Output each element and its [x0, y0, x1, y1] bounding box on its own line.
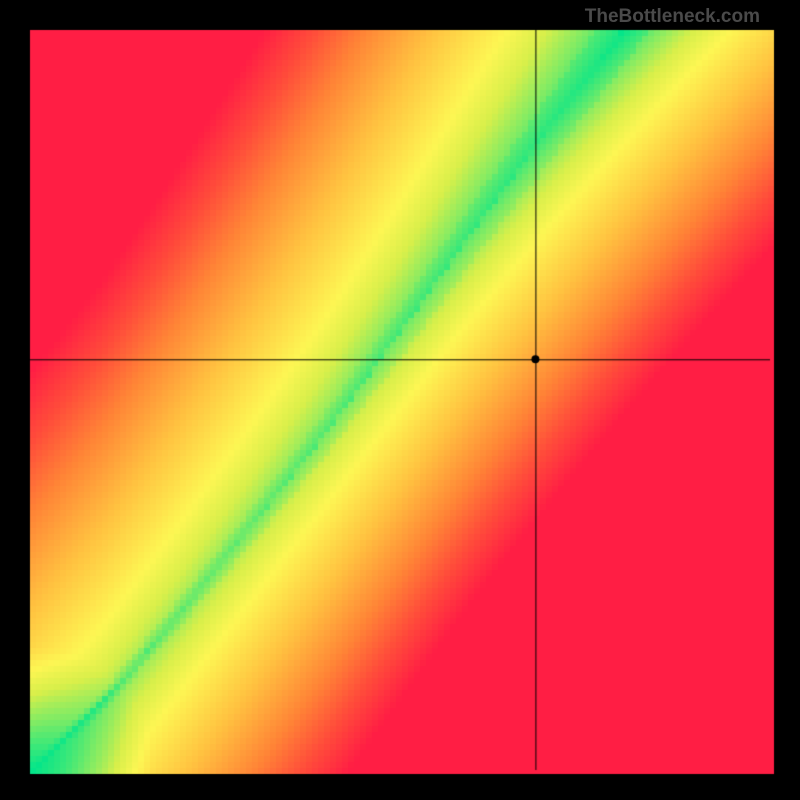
- watermark-text: TheBottleneck.com: [585, 6, 760, 28]
- bottleneck-heatmap: [0, 0, 800, 800]
- chart-container: TheBottleneck.com: [0, 0, 800, 800]
